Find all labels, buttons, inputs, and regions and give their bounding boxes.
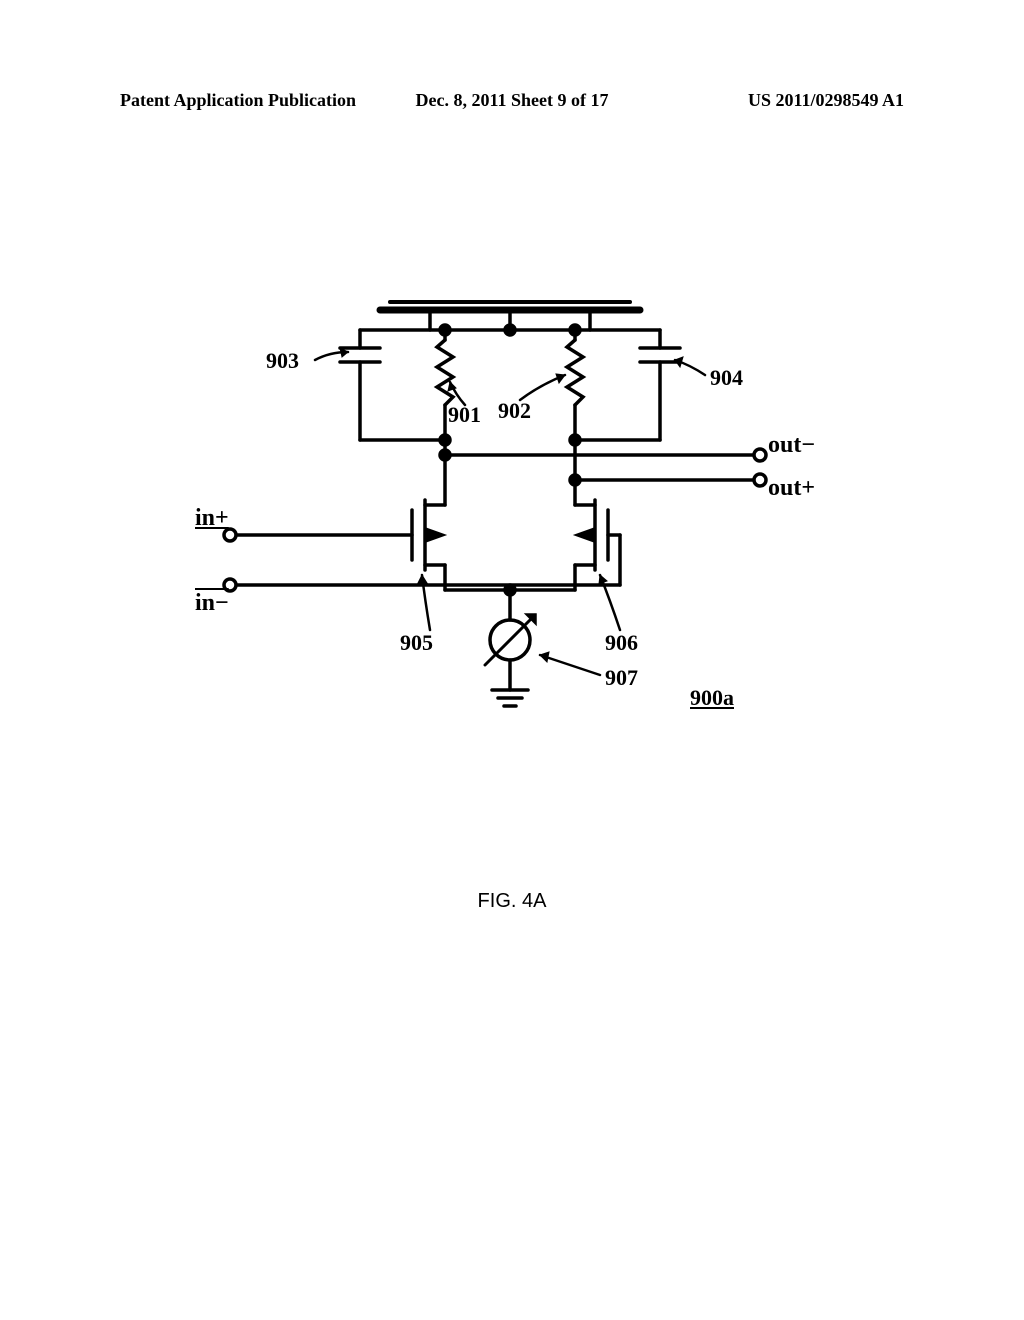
label-out-neg: out− [768, 432, 815, 459]
ref-901: 901 [448, 402, 481, 428]
ref-906: 906 [605, 630, 638, 656]
header-pub-type: Patent Application Publication [120, 90, 381, 111]
ref-905: 905 [400, 630, 433, 656]
page-header: Patent Application Publication Dec. 8, 2… [0, 90, 1024, 111]
ref-903: 903 [266, 348, 299, 374]
ref-904: 904 [710, 365, 743, 391]
label-in-neg: in− [195, 590, 229, 617]
circuit-diagram: in+ in− out− out+ 903 904 901 902 905 90… [200, 280, 800, 780]
label-in-pos: in+ [195, 505, 229, 532]
circuit-reference-number: 900a [690, 685, 734, 711]
header-date-sheet: Dec. 8, 2011 Sheet 9 of 17 [381, 90, 642, 111]
ref-907: 907 [605, 665, 638, 691]
figure-caption: FIG. 4A [0, 890, 1024, 913]
ref-902: 902 [498, 398, 531, 424]
label-out-pos: out+ [768, 475, 815, 502]
header-pub-number: US 2011/0298549 A1 [643, 90, 904, 111]
